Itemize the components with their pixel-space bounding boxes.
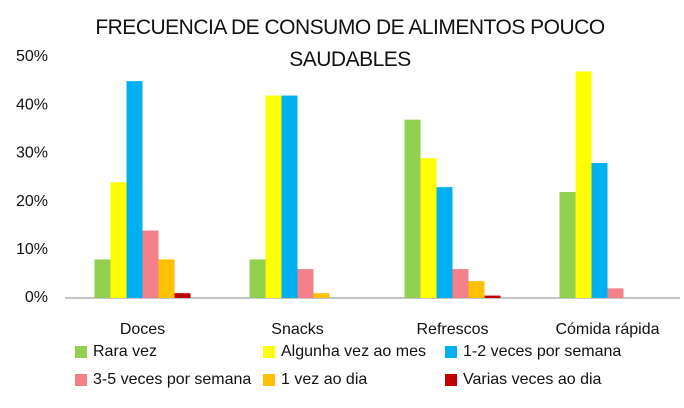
legend-label: Algunha vez ao mes: [281, 343, 426, 360]
y-tick-label: 20%: [16, 193, 48, 210]
legend-swatch: [75, 374, 87, 386]
y-tick-label: 50%: [16, 48, 48, 65]
bar: [158, 259, 175, 298]
legend-label: 3-5 veces por semana: [93, 371, 251, 388]
legend-swatch: [263, 346, 275, 358]
bar: [281, 95, 298, 298]
bar: [436, 187, 453, 298]
legend-swatch: [75, 346, 87, 358]
bar: [174, 293, 191, 298]
y-tick-label: 10%: [16, 241, 48, 258]
x-tick-label: Cómida rápida: [555, 321, 659, 338]
bar: [110, 182, 127, 298]
legend-label: 1-2 veces por semana: [463, 343, 621, 360]
legend-label: 1 vez ao dia: [281, 371, 367, 388]
bar: [297, 269, 314, 298]
bar: [313, 293, 330, 298]
chart-title: FRECUENCIA DE CONSUMO DE ALIMENTOS POUCO…: [95, 16, 605, 71]
x-tick-label: Refrescos: [416, 321, 488, 338]
y-tick-label: 40%: [16, 96, 48, 113]
bar: [126, 81, 143, 298]
legend-swatch: [445, 374, 457, 386]
bar: [452, 269, 469, 298]
bar: [265, 95, 282, 298]
legend-label: Varias veces ao dia: [463, 371, 602, 388]
bar: [559, 191, 576, 298]
bar: [591, 163, 608, 298]
x-tick-label: Snacks: [271, 321, 323, 338]
legend-swatch: [445, 346, 457, 358]
legend-label: Rara vez: [93, 343, 157, 360]
y-tick-label: 0%: [25, 289, 48, 306]
legend-swatch: [263, 374, 275, 386]
bar: [404, 119, 421, 298]
x-tick-label: Doces: [120, 321, 165, 338]
bar: [94, 259, 111, 298]
bar: [607, 288, 624, 298]
y-tick-label: 30%: [16, 145, 48, 162]
bar: [468, 281, 485, 298]
bar: [420, 158, 437, 298]
bar: [484, 295, 501, 298]
bar: [575, 71, 592, 299]
bar: [142, 230, 159, 298]
bar: [249, 259, 266, 298]
